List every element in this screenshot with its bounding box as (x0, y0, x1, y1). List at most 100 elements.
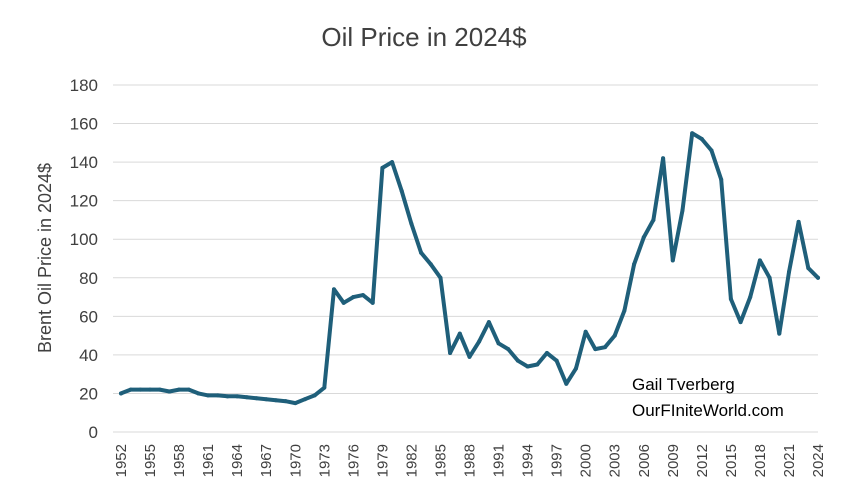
series-layer (119, 131, 820, 406)
x-tick-label: 1964 (229, 444, 246, 477)
x-tick-label: 2012 (694, 444, 711, 477)
data-point (390, 160, 395, 165)
data-point (399, 189, 404, 194)
data-point (467, 354, 472, 359)
x-tick-label: 1976 (345, 444, 362, 477)
x-tick-label: 2003 (607, 444, 624, 477)
data-point (641, 235, 646, 240)
data-point (583, 329, 588, 334)
y-axis-ticks: 0 20 40 60 80 100 120 140 160 180 (70, 76, 98, 442)
data-point (477, 339, 482, 344)
data-point (419, 250, 424, 255)
data-point (690, 131, 695, 136)
x-tick-label: 1985 (432, 444, 449, 477)
data-point (612, 333, 617, 338)
data-point (777, 331, 782, 336)
data-point (138, 387, 143, 392)
data-point (535, 362, 540, 367)
y-tick-label: 140 (70, 153, 98, 172)
y-tick-label: 40 (79, 346, 98, 365)
data-point (206, 393, 211, 398)
x-tick-label: 1970 (287, 444, 304, 477)
data-point (525, 364, 530, 369)
data-point (244, 395, 249, 400)
x-tick-label: 1967 (258, 444, 275, 477)
x-tick-label: 1952 (113, 444, 130, 477)
data-point (661, 156, 666, 161)
data-point (457, 331, 462, 336)
x-tick-label: 1958 (171, 444, 188, 477)
data-point (370, 300, 375, 305)
data-point (186, 387, 191, 392)
data-point (361, 293, 366, 298)
y-tick-label: 160 (70, 115, 98, 134)
x-tick-label: 1961 (200, 444, 217, 477)
data-point (409, 221, 414, 226)
data-point (786, 269, 791, 274)
data-point (128, 387, 133, 392)
data-point (748, 295, 753, 300)
annotation-layer: Gail Tverberg OurFIniteWorld.com (632, 375, 784, 420)
data-point (506, 347, 511, 352)
data-point (302, 397, 307, 402)
data-point (312, 393, 317, 398)
data-point (283, 399, 288, 404)
x-tick-label: 2021 (781, 444, 798, 477)
y-tick-label: 60 (79, 307, 98, 326)
data-point (564, 381, 569, 386)
x-tick-label: 2009 (665, 444, 682, 477)
data-point (603, 345, 608, 350)
y-axis-title: Brent Oil Price in 2024$ (35, 163, 55, 353)
data-point (806, 266, 811, 271)
y-tick-label: 100 (70, 230, 98, 249)
y-tick-label: 80 (79, 269, 98, 288)
data-point (632, 262, 637, 267)
chart-title: Oil Price in 2024$ (321, 22, 527, 52)
y-tick-label: 120 (70, 192, 98, 211)
data-point (148, 387, 153, 392)
data-point (273, 398, 278, 403)
x-axis-ticks: 1952 1955 1958 1961 1964 1967 1970 1973 1976 1979… (113, 444, 827, 477)
data-point (428, 262, 433, 267)
x-tick-label: 1994 (520, 444, 537, 477)
data-point (622, 308, 627, 313)
data-point (728, 296, 733, 301)
data-point (496, 341, 501, 346)
x-tick-label: 1991 (491, 444, 508, 477)
x-tick-label: 1988 (462, 444, 479, 477)
x-tick-label: 1955 (142, 444, 159, 477)
data-point (254, 396, 259, 401)
data-point (177, 387, 182, 392)
x-tick-label: 2018 (752, 444, 769, 477)
data-point (515, 358, 520, 363)
data-point (331, 287, 336, 292)
x-tick-label: 1982 (403, 444, 420, 477)
x-tick-label: 2000 (578, 444, 595, 477)
data-point (119, 391, 123, 396)
x-tick-label: 2024 (810, 444, 827, 477)
data-point (264, 397, 269, 402)
x-tick-label: 1979 (374, 444, 391, 477)
data-point (554, 358, 559, 363)
data-point (341, 300, 346, 305)
data-point (651, 217, 656, 222)
data-point (709, 148, 714, 153)
data-point (767, 275, 772, 280)
data-point (719, 177, 724, 182)
data-point (593, 347, 598, 352)
data-point (215, 393, 220, 398)
data-point (196, 391, 201, 396)
data-point (796, 219, 801, 224)
series-line-0 (119, 131, 820, 406)
data-point (670, 258, 675, 263)
data-point (486, 320, 491, 325)
data-point (167, 389, 172, 394)
y-tick-label: 20 (79, 384, 98, 403)
data-point (235, 394, 240, 399)
data-point (448, 350, 453, 355)
annotation-website: OurFIniteWorld.com (632, 401, 784, 420)
data-point (738, 320, 743, 325)
data-point (380, 165, 385, 170)
